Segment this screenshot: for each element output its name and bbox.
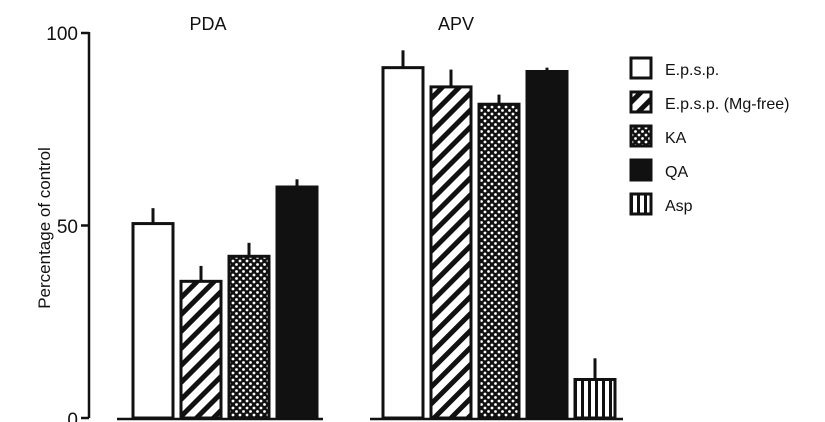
bar-pda-dotted (227, 254, 271, 420)
legend-swatch-solid (629, 158, 653, 182)
legend-swatch-dotted (629, 124, 653, 148)
group-label-pda: PDA (189, 14, 226, 34)
legend-swatch-vertical-lines (629, 192, 653, 216)
bar-pda-solid (275, 185, 319, 420)
y-tick-label-0: 0 (67, 410, 78, 422)
y-axis-title: Percentage of control (35, 147, 54, 309)
group-label-apv: APV (438, 14, 474, 34)
bar-apv-solid (525, 70, 569, 420)
legend-label-open: E.p.s.p. (665, 62, 719, 79)
y-tick-label-50: 50 (57, 217, 78, 238)
bars (131, 50, 617, 420)
bar-apv-vertical-lines (573, 378, 617, 420)
bar-apv-hatched (429, 85, 473, 420)
bar-apv-open (381, 66, 425, 420)
legend-label-dotted: KA (665, 130, 687, 147)
legend: E.p.s.p. E.p.s.p. (Mg-free) KA QA Asp (629, 56, 789, 216)
bar-pda-hatched (179, 279, 223, 420)
legend-label-vertical-lines: Asp (665, 198, 693, 215)
y-tick-label-100: 100 (46, 24, 78, 45)
legend-label-hatched: E.p.s.p. (Mg-free) (665, 96, 789, 113)
legend-label-solid: QA (665, 164, 688, 181)
legend-swatch-open (629, 56, 653, 80)
legend-swatch-hatched (629, 90, 653, 114)
bar-pda-open (131, 222, 175, 420)
bar-apv-dotted (477, 102, 521, 420)
